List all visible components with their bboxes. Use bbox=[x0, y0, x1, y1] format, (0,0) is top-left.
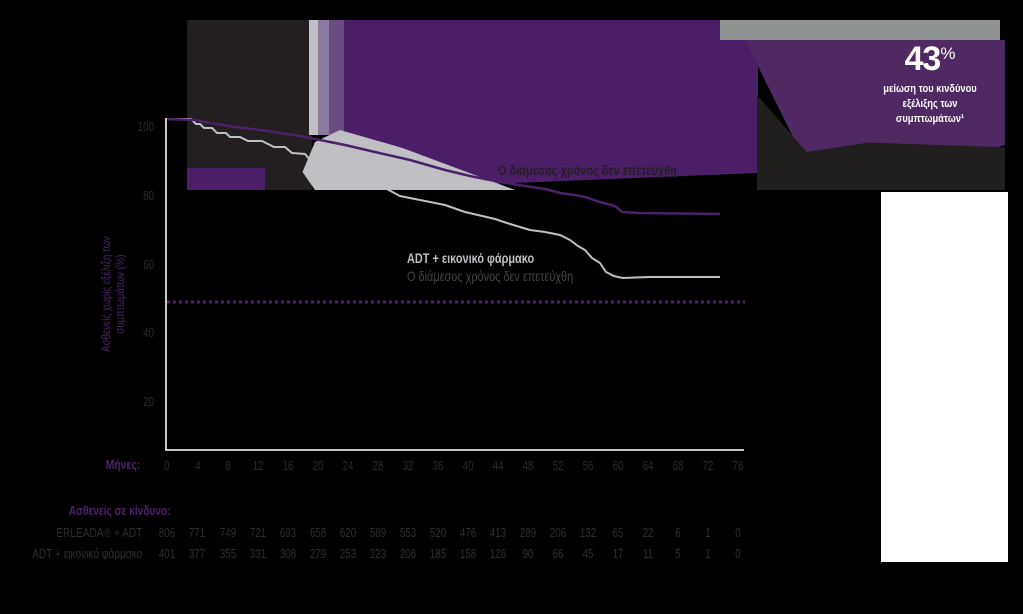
risk-value: 413 bbox=[489, 525, 507, 540]
risk-value: 66 bbox=[552, 546, 564, 561]
y-tick-60: 60 bbox=[143, 257, 154, 272]
risk-value: 693 bbox=[279, 525, 297, 540]
purple-lower-left-block bbox=[187, 168, 265, 190]
x-tick: 40 bbox=[462, 458, 474, 473]
risk-value: 620 bbox=[339, 525, 357, 540]
risk-value: 771 bbox=[188, 525, 206, 540]
risk-value: 5 bbox=[675, 546, 681, 561]
white-side-panel bbox=[881, 192, 1008, 562]
risk-value: 45 bbox=[582, 546, 594, 561]
x-tick: 32 bbox=[402, 458, 414, 473]
x-tick: 4 bbox=[195, 458, 201, 473]
erleada-curve bbox=[166, 117, 721, 216]
top-grey-strip bbox=[720, 20, 1000, 40]
x-tick: 56 bbox=[582, 458, 594, 473]
top-grey-band bbox=[309, 20, 318, 135]
risk-value: 308 bbox=[279, 546, 297, 561]
top-lilac-band bbox=[318, 20, 329, 135]
risk-value: 589 bbox=[369, 525, 387, 540]
risk-value: 806 bbox=[158, 525, 176, 540]
y-tick-100: 100 bbox=[137, 119, 154, 134]
risk-row-placebo-label-wrap: ADT + εικονικό φάρμακο bbox=[0, 546, 142, 562]
risk-value: 11 bbox=[642, 546, 654, 561]
risk-value: 0 bbox=[735, 525, 741, 540]
x-tick: 24 bbox=[342, 458, 354, 473]
top-dark-panel bbox=[187, 20, 312, 190]
risk-value: 355 bbox=[219, 546, 237, 561]
risk-value: 520 bbox=[429, 525, 447, 540]
risk-value: 206 bbox=[399, 546, 417, 561]
risk-value: 749 bbox=[219, 525, 237, 540]
x-tick: 36 bbox=[432, 458, 444, 473]
x-tick: 20 bbox=[312, 458, 324, 473]
risk-value: 90 bbox=[522, 546, 534, 561]
risk-value: 223 bbox=[369, 546, 387, 561]
risk-row-erleada-label: ERLEADA® + ADT bbox=[55, 525, 142, 540]
x-tick: 60 bbox=[612, 458, 624, 473]
risk-value: 279 bbox=[309, 546, 327, 561]
risk-value: 658 bbox=[309, 525, 327, 540]
risk-value: 185 bbox=[429, 546, 447, 561]
risk-value: 132 bbox=[579, 525, 597, 540]
x-tick: 48 bbox=[522, 458, 534, 473]
callout-line-2: εξέλιξης των bbox=[902, 98, 958, 110]
y-tick-40: 40 bbox=[143, 325, 154, 340]
risk-value: 377 bbox=[188, 546, 206, 561]
x-tick: 44 bbox=[492, 458, 504, 473]
risk-value: 206 bbox=[549, 525, 567, 540]
x-tick: 8 bbox=[225, 458, 231, 473]
risk-value: 158 bbox=[459, 546, 477, 561]
callout-value: 43 bbox=[904, 40, 942, 78]
plot-area bbox=[165, 118, 744, 451]
x-tick: 76 bbox=[732, 458, 744, 473]
risk-value: 253 bbox=[339, 546, 357, 561]
placebo-curve bbox=[167, 118, 720, 280]
risk-table-title: Ασθενείς σε κίνδυνο: bbox=[68, 503, 171, 518]
risk-value: 65 bbox=[612, 525, 624, 540]
x-tick: 0 bbox=[164, 458, 170, 473]
x-axis-label: Μήνες: bbox=[105, 457, 140, 472]
risk-value: 0 bbox=[735, 546, 741, 561]
risk-value: 721 bbox=[249, 525, 267, 540]
top-mid-band bbox=[329, 20, 344, 135]
y-tick-20: 20 bbox=[143, 394, 154, 409]
risk-value: 17 bbox=[612, 546, 624, 561]
x-tick: 64 bbox=[642, 458, 654, 473]
x-tick: 16 bbox=[282, 458, 294, 473]
risk-value: 22 bbox=[642, 525, 654, 540]
risk-row-placebo-label: ADT + εικονικό φάρμακο bbox=[31, 546, 142, 561]
risk-reduction-callout: 43% μείωση του κινδύνου εξέλιξης των συμ… bbox=[855, 30, 1005, 140]
risk-value: 331 bbox=[249, 546, 267, 561]
risk-value: 553 bbox=[399, 525, 417, 540]
callout-unit: % bbox=[940, 44, 956, 63]
risk-value: 126 bbox=[489, 546, 507, 561]
y-tick-80: 80 bbox=[143, 188, 154, 203]
x-tick: 72 bbox=[702, 458, 714, 473]
callout-line-1: μείωση του κινδύνου bbox=[883, 83, 977, 95]
placebo-legend-title: ADT + εικονικό φάρμακο bbox=[407, 250, 535, 266]
placebo-legend: ADT + εικονικό φάρμακο Ο διάμεσος χρόνος… bbox=[407, 250, 620, 284]
x-tick: 12 bbox=[252, 458, 264, 473]
risk-value: 1 bbox=[705, 546, 711, 561]
callout-line-3: συμπτωμάτων¹ bbox=[895, 113, 965, 125]
x-tick: 68 bbox=[672, 458, 684, 473]
risk-value: 1 bbox=[705, 525, 711, 540]
risk-value: 476 bbox=[459, 525, 477, 540]
risk-value: 289 bbox=[519, 525, 537, 540]
risk-value: 6 bbox=[675, 525, 681, 540]
x-tick: 52 bbox=[552, 458, 564, 473]
risk-row-erleada-label-wrap: ERLEADA® + ADT bbox=[0, 525, 142, 541]
erleada-median-annotation: Ο διάμεσος χρόνος δεν επετεύχθη bbox=[498, 162, 677, 178]
placebo-legend-sub: Ο διάμεσος χρόνος δεν επετεύχθη bbox=[407, 268, 574, 284]
x-tick: 28 bbox=[372, 458, 384, 473]
risk-value: 401 bbox=[158, 546, 176, 561]
